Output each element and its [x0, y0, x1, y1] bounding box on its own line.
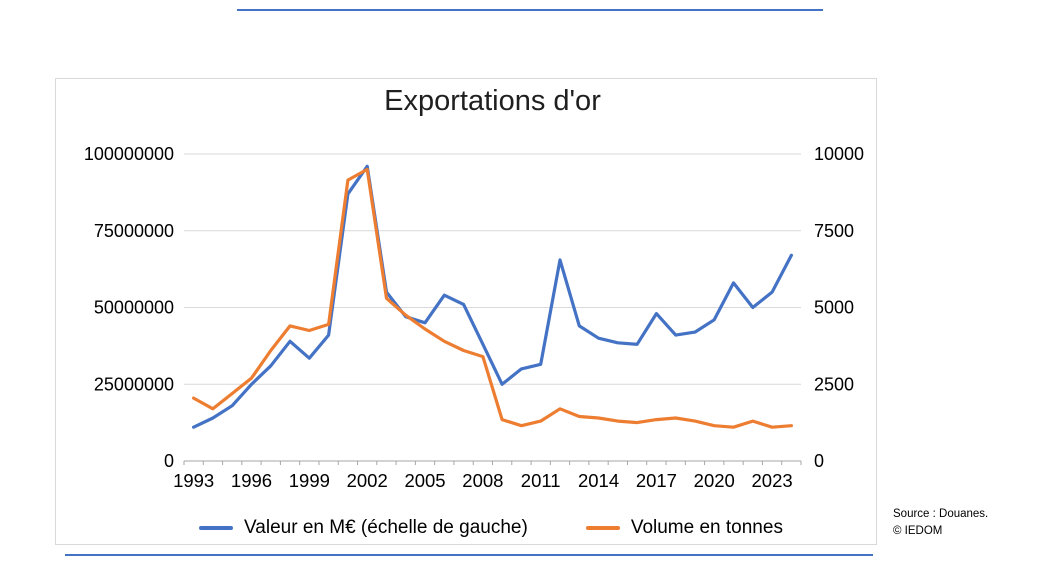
- bottom-rule: [65, 554, 873, 556]
- right-axis-tick-label: 10000: [814, 144, 864, 164]
- x-axis-tick-label: 1999: [289, 470, 330, 491]
- x-axis-tick-label: 2020: [694, 470, 735, 491]
- right-axis-tick-label: 5000: [814, 298, 854, 318]
- left-axis-tick-label: 50000000: [94, 298, 174, 318]
- legend-line-blue-icon: [199, 526, 234, 530]
- x-axis-tick-label: 2008: [462, 470, 503, 491]
- right-axis-tick-label: 7500: [814, 221, 854, 241]
- legend-item-volume: Volume en tonnes: [585, 517, 783, 539]
- line-chart: 0 25000000 50000000 75000000 100000000 0 2500 5…: [84, 144, 864, 491]
- series-line-1: [192, 167, 794, 429]
- x-axis-tick-label: 2023: [752, 470, 793, 491]
- left-axis-tick-label: 0: [164, 451, 174, 471]
- series-line-0: [192, 164, 794, 429]
- legend-item-valeur: Valeur en M€ (échelle de gauche): [199, 517, 528, 539]
- left-axis-tick-label: 25000000: [94, 374, 174, 394]
- right-axis-tick-label: 0: [814, 451, 824, 471]
- x-axis-tick-label: 2005: [404, 470, 445, 491]
- x-axis-tick-label: 1993: [173, 470, 214, 491]
- right-axis-tick-label: 2500: [814, 374, 854, 394]
- source-note: Source : Douanes. © IEDOM: [893, 506, 1038, 540]
- legend-line-orange-icon: [585, 526, 620, 530]
- x-axis-tick-label: 2017: [636, 470, 677, 491]
- legend-label-valeur: Valeur en M€ (échelle de gauche): [244, 517, 528, 538]
- source-line: Source : Douanes.: [893, 508, 989, 520]
- copyright-line: © IEDOM: [893, 525, 943, 537]
- x-axis-tick-label: 1996: [231, 470, 272, 491]
- top-rule: [237, 9, 823, 11]
- chart-title: Exportations d'or: [384, 85, 601, 117]
- chart-legend: Valeur en M€ (échelle de gauche) Volume …: [166, 517, 816, 539]
- chart-container: Exportations d'or 0 25000000 50000000 75000…: [55, 78, 877, 545]
- left-axis-tick-label: 75000000: [94, 221, 174, 241]
- left-axis-tick-label: 100000000: [84, 144, 174, 164]
- legend-label-volume: Volume en tonnes: [630, 517, 783, 538]
- x-axis-tick-label: 2014: [578, 470, 619, 491]
- x-axis-tick-label: 2011: [521, 470, 561, 491]
- x-axis-tick-label: 2002: [347, 470, 388, 491]
